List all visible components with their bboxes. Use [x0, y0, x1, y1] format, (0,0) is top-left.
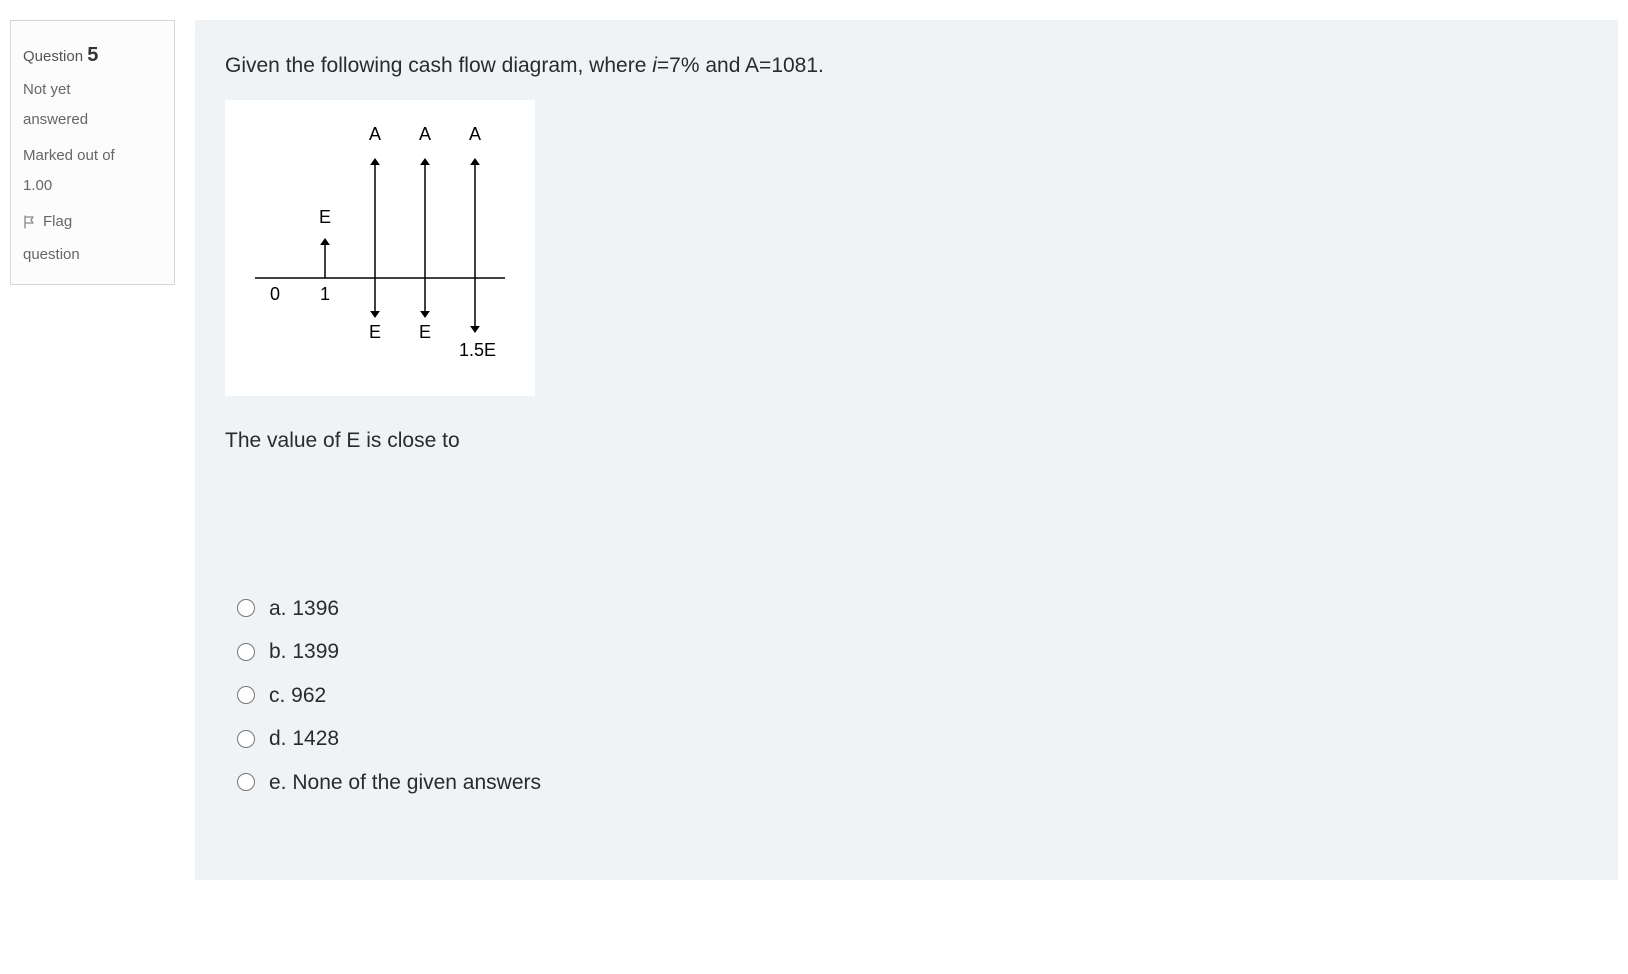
answer-option-e[interactable]: e. None of the given answers — [225, 761, 1588, 805]
question-number: 5 — [87, 44, 98, 66]
flag-text-1: Flag — [43, 207, 72, 237]
answer-label: d. 1428 — [269, 723, 339, 755]
svg-text:1.5E: 1.5E — [459, 340, 496, 360]
answer-option-c[interactable]: c. 962 — [225, 674, 1588, 718]
diagram-svg: 0 1 E A A A E E 1.5E — [245, 118, 515, 378]
svg-text:E: E — [369, 322, 381, 342]
answer-label: a. 1396 — [269, 593, 339, 625]
svg-text:E: E — [319, 207, 331, 227]
flag-question-link[interactable]: Flag — [23, 207, 72, 237]
sub-prompt: The value of E is close to — [225, 425, 1588, 457]
svg-text:0: 0 — [270, 284, 280, 304]
answer-radio-e[interactable] — [237, 773, 255, 791]
status-line-2: answered — [23, 105, 162, 135]
question-info-panel: Question 5 Not yet answered Marked out o… — [10, 20, 175, 285]
answer-label: c. 962 — [269, 680, 326, 712]
marked-line-1: Marked out of — [23, 141, 162, 171]
answer-list: a. 1396 b. 1399 c. 962 d. 1428 e. None of th… — [225, 587, 1588, 805]
answer-radio-b[interactable] — [237, 643, 255, 661]
question-content: Given the following cash flow diagram, w… — [195, 20, 1618, 880]
svg-text:A: A — [369, 124, 381, 144]
prompt-suffix: =7% and A=1081. — [657, 54, 824, 77]
answer-radio-c[interactable] — [237, 686, 255, 704]
answer-option-d[interactable]: d. 1428 — [225, 717, 1588, 761]
question-prompt: Given the following cash flow diagram, w… — [225, 50, 1588, 82]
marked-line-2: 1.00 — [23, 171, 162, 201]
answer-label: b. 1399 — [269, 636, 339, 668]
svg-text:1: 1 — [320, 284, 330, 304]
svg-text:A: A — [469, 124, 481, 144]
svg-text:E: E — [419, 322, 431, 342]
question-label: Question — [23, 48, 83, 65]
question-page: Question 5 Not yet answered Marked out o… — [0, 0, 1628, 900]
prompt-prefix: Given the following cash flow diagram, w… — [225, 54, 652, 77]
question-number-line: Question 5 — [23, 35, 162, 75]
cash-flow-diagram: 0 1 E A A A E E 1.5E — [225, 100, 535, 396]
answer-radio-d[interactable] — [237, 730, 255, 748]
answer-label: e. None of the given answers — [269, 767, 541, 799]
answer-radio-a[interactable] — [237, 599, 255, 617]
flag-text-2: question — [23, 240, 162, 270]
answer-option-b[interactable]: b. 1399 — [225, 630, 1588, 674]
svg-text:A: A — [419, 124, 431, 144]
status-line-1: Not yet — [23, 75, 162, 105]
flag-icon — [23, 215, 37, 229]
answer-option-a[interactable]: a. 1396 — [225, 587, 1588, 631]
